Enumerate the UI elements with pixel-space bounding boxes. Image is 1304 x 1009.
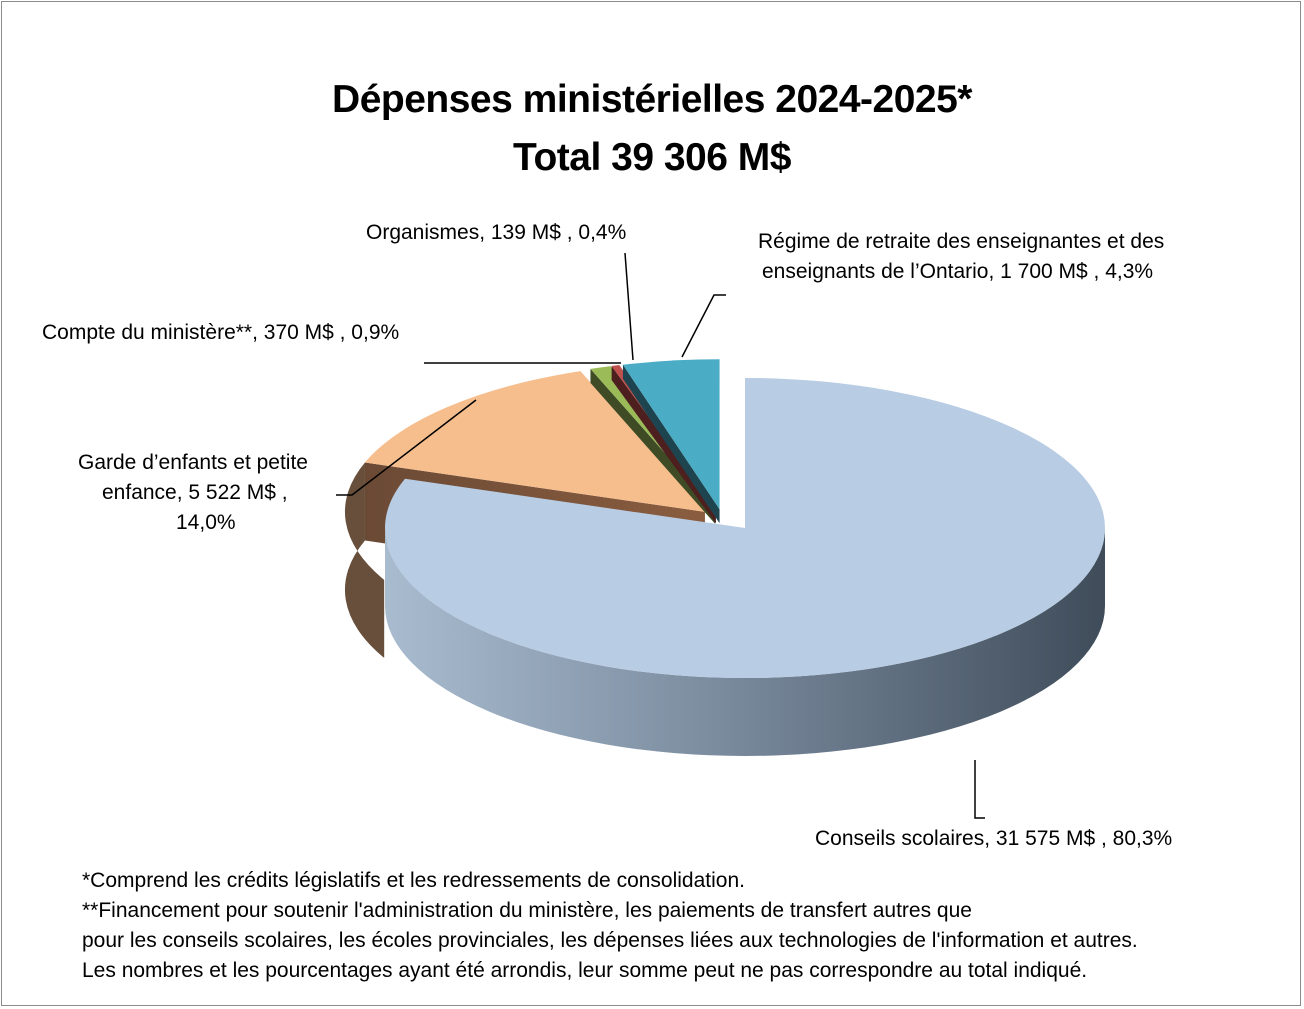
leader-line-regime (681, 294, 726, 358)
data-label-regime-line2: enseignants de l’Ontario, 1 700 M$ , 4,3… (762, 260, 1154, 283)
footnote-4: Les nombres et les pourcentages ayant ét… (82, 959, 1088, 982)
footnote-1: *Comprend les crédits législatifs et les… (82, 869, 745, 892)
footnote-2: **Financement pour soutenir l'administra… (82, 899, 972, 922)
data-label-garde-line3: 14,0% (176, 511, 236, 534)
leader-line-organismes (624, 252, 634, 361)
leader-line-garde (336, 399, 477, 496)
data-label-organismes: Organismes, 139 M$ , 0,4% (366, 221, 627, 244)
data-label-regime-line1: Régime de retraite des enseignantes et d… (758, 230, 1165, 253)
data-label-compte: Compte du ministère**, 370 M$ , 0,9% (42, 321, 400, 344)
leader-line-conseils (974, 760, 985, 819)
data-label-garde-line2: enfance, 5 522 M$ , (102, 481, 288, 504)
footnote-3: pour les conseils scolaires, les écoles … (82, 929, 1138, 952)
data-label-garde-line1: Garde d’enfants et petite (78, 451, 308, 474)
data-label-conseils: Conseils scolaires, 31 575 M$ , 80,3% (815, 827, 1173, 850)
chart-title: Dépenses ministérielles 2024-2025* (332, 78, 972, 121)
pie-slice-4 (622, 359, 720, 524)
pie-slice-0 (384, 378, 1106, 756)
footnotes: *Comprend les crédits législatifs et les… (82, 866, 1138, 986)
chart-subtitle: Total 39 306 M$ (513, 136, 791, 179)
